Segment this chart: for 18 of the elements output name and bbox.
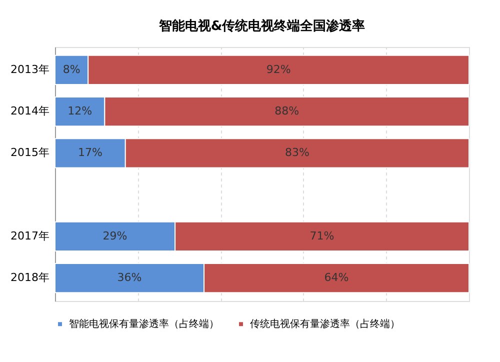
- legend-label: 智能电视保有量渗透率（占终端）: [69, 318, 219, 330]
- data-label: 8%: [62, 62, 80, 76]
- data-label: 36%: [117, 271, 142, 284]
- data-label: 83%: [284, 146, 310, 160]
- legend-label: 传统电视保有量渗透率（占终端）: [250, 318, 400, 330]
- data-label: 64%: [324, 271, 349, 284]
- y-tick-label: 2014年: [10, 104, 50, 118]
- data-label: 88%: [274, 104, 300, 118]
- data-label: 17%: [78, 146, 102, 160]
- data-label: 71%: [310, 229, 334, 242]
- y-tick-label: 2013年: [10, 62, 50, 76]
- y-tick-label: 2018年: [10, 271, 50, 284]
- y-tick-label: 2017年: [10, 229, 50, 242]
- data-label: 29%: [102, 229, 128, 242]
- data-label: 92%: [266, 62, 291, 76]
- y-tick-label: 2015年: [10, 146, 50, 160]
- data-label: 12%: [68, 104, 92, 118]
- chart-title: 智能电视&传统电视终端全国渗透率: [158, 18, 366, 34]
